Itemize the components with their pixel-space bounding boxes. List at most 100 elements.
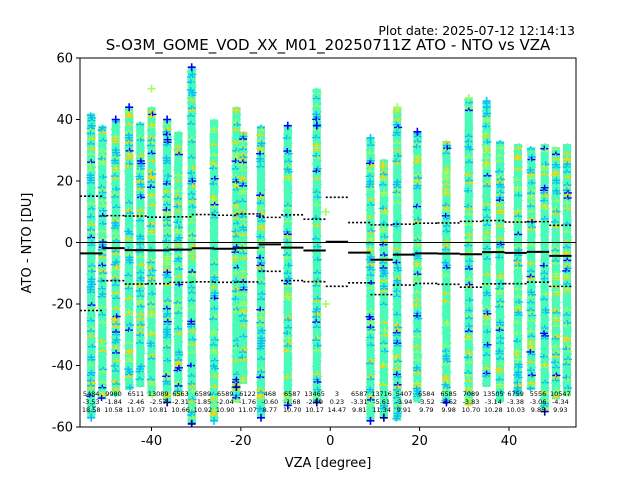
outlier-point	[312, 398, 321, 407]
outlier-point	[321, 207, 330, 216]
outlier-point	[413, 127, 422, 136]
bin-count-label: 6587	[351, 390, 368, 398]
scan-column	[365, 136, 376, 422]
scan-column	[392, 106, 403, 422]
y-tick-label: 60	[56, 52, 73, 67]
outlier-point	[366, 416, 375, 425]
outlier-point	[312, 87, 321, 96]
scan-column	[512, 143, 523, 397]
bin-mean-label: -3.14	[485, 398, 502, 406]
bin-std-label: 9.93	[553, 406, 567, 414]
scatter-point	[464, 401, 473, 408]
scan-column	[481, 100, 492, 388]
outlier-point	[163, 398, 172, 407]
bin-count-label: 13505	[483, 390, 504, 398]
outlier-point	[379, 413, 388, 422]
bin-std-label: 11.07	[238, 406, 257, 414]
scan-column	[495, 140, 506, 404]
x-axis-label: VZA [degree]	[285, 456, 372, 471]
bin-mean-label: -3.06	[530, 398, 547, 406]
scan-column	[146, 106, 157, 399]
chart-title: S-O3M_GOME_VOD_XX_M01_20250711Z ATO - NT…	[106, 36, 551, 55]
bin-stat-labels: 5484-3.5318.589980-1.8410.586511-2.4611.…	[82, 390, 571, 414]
scan-column	[86, 112, 97, 418]
x-tick-label: 20	[411, 434, 428, 449]
bin-mean-label: -1.68	[284, 398, 301, 406]
bin-mean-label: -2.59	[306, 398, 323, 406]
scan-column	[539, 143, 550, 412]
bin-mean-label: -5.61	[373, 398, 390, 406]
bin-mean-label: -2.46	[127, 398, 144, 406]
outlier-point	[283, 401, 292, 410]
scatter-point	[412, 396, 421, 402]
bin-count-label: 468	[264, 390, 276, 398]
scatter-point	[495, 397, 504, 404]
scan-column	[526, 146, 537, 392]
scan-column	[209, 118, 220, 421]
bin-mean-label: -3.94	[396, 398, 413, 406]
plot-date: Plot date: 2025-07-12 12:14:13	[378, 23, 575, 38]
outlier-point	[540, 407, 549, 416]
bin-mean-label: -3.38	[507, 398, 524, 406]
outlier-point	[147, 84, 156, 93]
scan-column	[550, 146, 561, 400]
scatter-point	[148, 392, 157, 399]
scatter-point	[513, 390, 522, 397]
bin-mean-label: -0.60	[261, 398, 278, 406]
scatter-point	[239, 377, 248, 384]
bin-std-label: 9.91	[397, 406, 411, 414]
bin-std-label: 10.17	[305, 406, 324, 414]
scatter-point	[111, 391, 120, 398]
y-tick-label: 20	[56, 175, 73, 190]
outlier-point	[464, 93, 473, 102]
scatter-point	[562, 390, 571, 397]
bin-count-label: 5556	[530, 390, 547, 398]
bin-mean-label: -2.31	[172, 398, 189, 406]
outlier-point	[366, 133, 375, 142]
y-axis-label: ATO - NTO [DU]	[20, 193, 35, 294]
bin-count-label: 6587	[284, 390, 301, 398]
outlier-point	[283, 121, 292, 130]
scan-column	[378, 158, 389, 420]
bin-mean-label: -3.31	[351, 398, 368, 406]
bin-mean-label: -1.76	[239, 398, 256, 406]
bin-mean-label: 0.23	[330, 398, 344, 406]
outlier-point	[87, 413, 96, 422]
bin-count-label: 5484	[83, 390, 100, 398]
scatter-point	[526, 385, 535, 392]
bin-std-label: 10.81	[149, 406, 168, 414]
scan-column	[173, 130, 184, 397]
scatter-point	[97, 395, 106, 402]
scatter-point	[210, 414, 219, 421]
outlier-point	[111, 115, 120, 124]
scan-column	[311, 87, 322, 404]
x-tick-label: 0	[326, 434, 334, 449]
scatter-columns	[86, 66, 573, 426]
column-band	[111, 119, 120, 397]
scatter-point	[481, 380, 490, 387]
scan-column	[412, 130, 423, 403]
bin-mean-label: -3.62	[440, 398, 457, 406]
bin-std-label: 9.85	[531, 406, 545, 414]
scan-column	[124, 106, 135, 391]
outlier-point	[312, 121, 321, 130]
bin-count-label: 6122	[239, 390, 256, 398]
bin-count-label: 13465	[304, 390, 325, 398]
bin-std-label: 9.79	[419, 406, 433, 414]
bin-std-label: 10.90	[216, 406, 235, 414]
outlier-point	[321, 300, 330, 308]
bin-count-label: 6584	[418, 390, 435, 398]
scatter-point	[233, 397, 242, 404]
bin-std-label: 10.70	[462, 406, 481, 414]
scatter-point	[392, 415, 401, 422]
bin-count-label: 6585	[440, 390, 457, 398]
scan-column	[238, 130, 249, 384]
scan-column	[186, 66, 197, 426]
bin-std-label: 10.28	[484, 406, 503, 414]
bin-count-label: 13716	[371, 390, 392, 398]
x-tick-label: -20	[230, 434, 251, 449]
y-tick-label: 0	[65, 236, 73, 251]
bin-count-label: 6589	[195, 390, 212, 398]
scan-column	[441, 140, 452, 404]
